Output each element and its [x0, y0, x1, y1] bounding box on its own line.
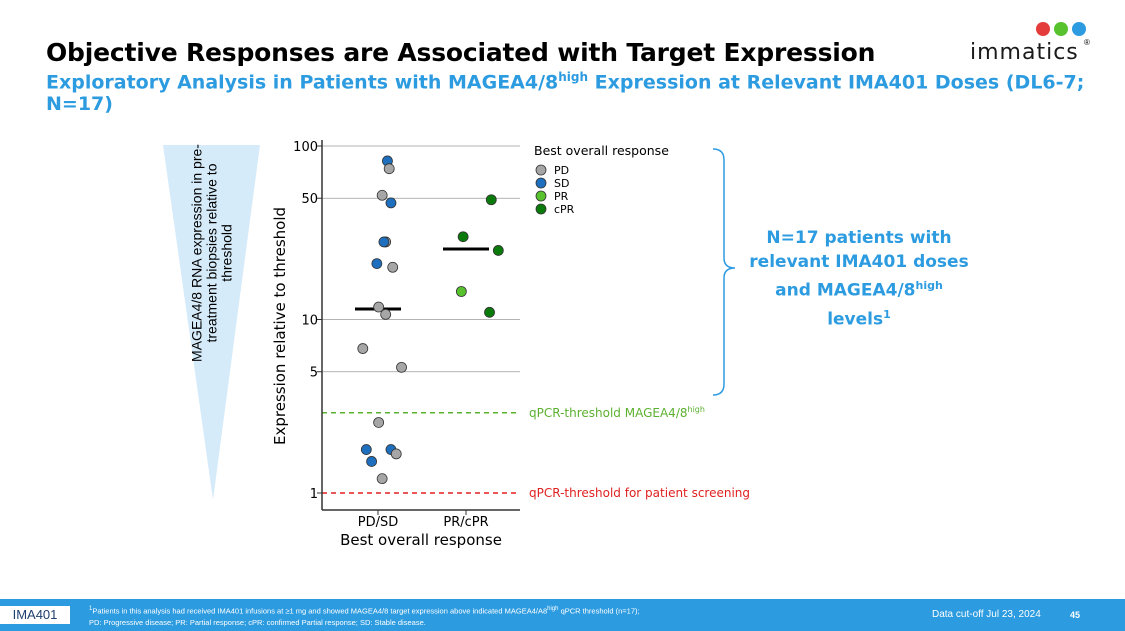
grid-layer: [322, 145, 520, 373]
subtitle-text: Exploratory Analysis in Patients with MA…: [46, 71, 559, 94]
x-tick-label: PR/cPR: [443, 515, 488, 530]
data-point-pd: [396, 361, 407, 373]
legend-marker-cpr: [535, 203, 547, 215]
data-point-pd: [357, 343, 369, 354]
logo-dot-blue: [1072, 22, 1086, 36]
data-point-pd: [383, 163, 395, 175]
data-point-pd: [376, 473, 388, 485]
page-subtitle: Exploratory Analysis in Patients with MA…: [46, 70, 1125, 115]
callout-line-1: N=17 patients with: [766, 228, 952, 248]
threshold-layer: qPCR-threshold MAGEA4/8high qPCR-threshol…: [322, 405, 750, 500]
legend-label-pr: PR: [554, 190, 569, 203]
data-point-cpr: [492, 245, 504, 256]
callout-line-3-sup: high: [915, 279, 943, 292]
logo-dot-green: [1054, 22, 1068, 36]
legend-title: Best overall response: [534, 143, 669, 158]
callout-bracket: [712, 148, 736, 396]
axis-layer: [321, 140, 520, 511]
y-tick-label-100: 100: [293, 140, 318, 155]
x-axis-title: Best overall response: [340, 531, 502, 549]
footnote-line-2: PD: Progressive disease; PR: Partial res…: [89, 617, 426, 627]
callout-line-3-text: and MAGEA4/8: [775, 280, 916, 301]
point-layer: [357, 155, 504, 485]
y-tick-label-5: 5: [310, 366, 318, 381]
data-point-sd: [360, 444, 372, 455]
data-point-pd: [387, 261, 399, 273]
footnote: 1Patients in this analysis had received …: [89, 604, 640, 628]
threshold-label-0: qPCR-threshold MAGEA4/8high: [529, 405, 705, 420]
triangle-shape: [163, 145, 260, 500]
data-point-cpr: [485, 194, 497, 206]
y-tick-label-50: 50: [301, 192, 318, 207]
legend-marker-pd: [535, 164, 547, 176]
x-tick-label: PD/SD: [358, 515, 399, 530]
legend-label-pd: PD: [554, 164, 569, 177]
threshold-label-1: qPCR-threshold for patient screening: [529, 486, 750, 500]
threshold-label-sup: high: [688, 405, 705, 414]
footnote-marker: 1: [89, 606, 93, 612]
y-axis-title: Expression relative to threshold: [271, 207, 289, 445]
data-point-cpr: [484, 306, 495, 318]
logo-dot-red: [1036, 22, 1050, 36]
footnote-line-1: 1Patients in this analysis had received …: [89, 604, 640, 617]
data-point-sd: [366, 456, 378, 467]
callout-line-3: and MAGEA4/8high: [748, 274, 970, 303]
page-title: Objective Responses are Associated with …: [46, 38, 876, 67]
y-tick-label-1: 1: [310, 487, 318, 502]
legend-label-cpr: cPR: [554, 203, 575, 216]
subtitle-text-end: Expression at Relevant IMA401 Doses (DL6…: [46, 71, 1085, 116]
callout-line-4: levels1: [748, 303, 970, 332]
scatter-chart: qPCR-threshold MAGEA4/8high qPCR-threshol…: [271, 140, 750, 549]
data-cutoff-date: Data cut-off Jul 23, 2024: [932, 609, 1041, 620]
footer-bar: IMA401 1Patients in this analysis had re…: [0, 599, 1125, 631]
data-point-pd: [373, 301, 385, 313]
product-tag: IMA401: [0, 606, 70, 624]
data-point-sd: [378, 236, 390, 248]
page-number: 45: [1070, 610, 1081, 620]
legend-marker-pr: [535, 190, 547, 202]
data-point-pr: [455, 286, 467, 297]
subtitle-superscript: high: [558, 70, 589, 84]
company-logo: immatics ®: [970, 20, 1092, 70]
data-point-pd: [380, 309, 392, 320]
tick-layer: 1 5 10 50 100 PD/SD PR/cPR: [293, 140, 488, 530]
logo-wordmark: immatics: [970, 40, 1079, 65]
callout-line-2: relevant IMA401 doses: [749, 252, 969, 272]
data-point-cpr: [457, 231, 469, 243]
median-layer: [355, 247, 489, 311]
expression-gradient-triangle: [163, 145, 260, 500]
data-point-sd: [385, 197, 397, 209]
footnote-line-1-sup: high: [547, 606, 559, 612]
footnote-line-1-text: Patients in this analysis had received I…: [92, 606, 548, 616]
callout-line-4-sup: 1: [883, 307, 891, 321]
data-point-pd: [390, 448, 402, 460]
legend-marker-sd: [535, 177, 547, 189]
data-point-pd: [376, 189, 388, 201]
data-point-sd: [371, 258, 383, 269]
y-tick-label-10: 10: [301, 314, 318, 329]
patient-count-callout: N=17 patients with relevant IMA401 doses…: [748, 226, 970, 331]
data-point-pd: [373, 417, 385, 428]
callout-line-4-text: levels: [827, 309, 884, 330]
logo-registered-mark: ®: [1084, 38, 1090, 47]
legend-label-sd: SD: [554, 177, 569, 190]
footnote-line-1-end: qPCR threshold (n=17);: [558, 606, 640, 616]
